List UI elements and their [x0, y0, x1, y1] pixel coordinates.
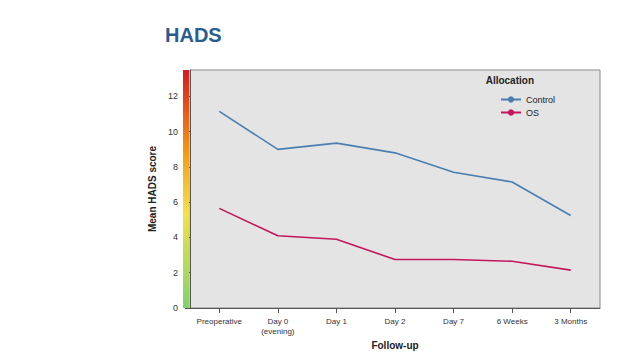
svg-text:Mean HADS score: Mean HADS score [147, 145, 158, 232]
svg-text:Day 0: Day 0 [267, 317, 288, 326]
svg-text:8: 8 [173, 162, 178, 172]
svg-text:HADS: HADS [165, 24, 222, 46]
svg-text:Control: Control [526, 95, 555, 105]
svg-text:6: 6 [173, 197, 178, 207]
svg-text:0: 0 [173, 303, 178, 313]
svg-text:Preoperative: Preoperative [197, 317, 243, 326]
svg-text:(evening): (evening) [261, 327, 295, 336]
svg-text:Allocation: Allocation [486, 75, 534, 86]
svg-text:Follow-up: Follow-up [371, 340, 418, 351]
svg-text:Day 1: Day 1 [326, 317, 347, 326]
svg-text:12: 12 [168, 91, 178, 101]
svg-text:Day 7: Day 7 [443, 317, 464, 326]
svg-text:Day 2: Day 2 [385, 317, 406, 326]
svg-text:10: 10 [168, 127, 178, 137]
svg-text:4: 4 [173, 232, 178, 242]
svg-text:OS: OS [526, 108, 539, 118]
svg-text:6 Weeks: 6 Weeks [497, 317, 528, 326]
svg-text:3 Months: 3 Months [554, 317, 587, 326]
svg-text:2: 2 [173, 268, 178, 278]
